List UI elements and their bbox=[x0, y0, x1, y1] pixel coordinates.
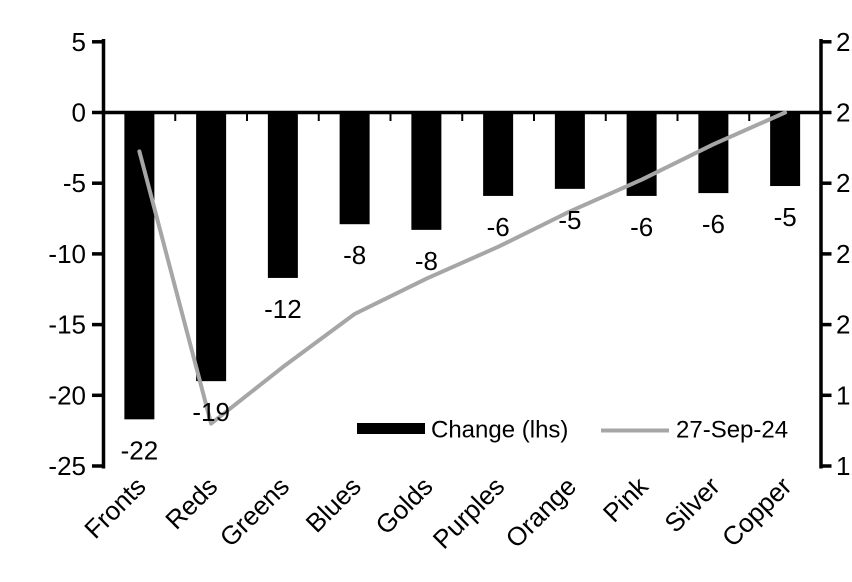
right-axis-tick-label: 2.60 bbox=[836, 98, 852, 128]
left-axis-tick-label: -25 bbox=[48, 451, 86, 481]
legend-label-date: 27-Sep-24 bbox=[676, 417, 788, 444]
right-axis-tick-label: 2.40 bbox=[836, 168, 852, 198]
right-axis-tick-label: 2.20 bbox=[836, 239, 852, 269]
left-axis-tick-label: -10 bbox=[48, 239, 86, 269]
right-axis-tick-label: 1.60 bbox=[836, 451, 852, 481]
left-axis-tick-label: -15 bbox=[48, 310, 86, 340]
chart-canvas: 5 0 -5 -10 -15 -20 -25 2.80 2.60 2.40 2.20 2.00 1.80… bbox=[48, 27, 852, 555]
combo-chart-figure: 5 0 -5 -10 -15 -20 -25 2.80 2.60 2.40 2.20 2.00 1.80… bbox=[40, 16, 852, 566]
category-label-golds: Golds bbox=[369, 471, 438, 540]
left-axis-tick-label: 5 bbox=[72, 27, 86, 57]
bar-greens bbox=[267, 112, 298, 278]
legend-swatch-bar bbox=[357, 423, 425, 434]
left-axis-tick-label: 0 bbox=[72, 98, 86, 128]
bar-blues bbox=[339, 112, 370, 225]
bar-golds bbox=[411, 112, 442, 230]
bar-data-label: -12 bbox=[264, 294, 302, 324]
series-line-27-sep-24 bbox=[137, 110, 788, 426]
category-label-fronts: Fronts bbox=[78, 471, 151, 544]
category-label-silver: Silver bbox=[658, 471, 725, 538]
legend-label-change-lhs: Change (lhs) bbox=[431, 417, 568, 444]
category-label-copper: Copper bbox=[716, 471, 798, 553]
bar-data-label: -6 bbox=[702, 209, 725, 239]
category-label-purples: Purples bbox=[427, 471, 511, 555]
bar-data-label: -19 bbox=[192, 397, 230, 427]
bar-data-label: -8 bbox=[343, 240, 366, 270]
category-label-greens: Greens bbox=[214, 471, 296, 553]
category-label-pink: Pink bbox=[597, 470, 655, 528]
bar-reds bbox=[196, 112, 227, 382]
right-axis-tick-label: 1.80 bbox=[836, 380, 852, 410]
category-label-reds: Reds bbox=[159, 471, 223, 535]
bar-data-label: -22 bbox=[121, 435, 159, 465]
category-label-orange: Orange bbox=[500, 471, 583, 554]
bar-data-label: -6 bbox=[630, 212, 653, 242]
right-axis-tick-label: 2.00 bbox=[836, 310, 852, 340]
bar-data-label: -6 bbox=[487, 212, 510, 242]
bar-data-label: -8 bbox=[415, 246, 438, 276]
bar-data-label: -5 bbox=[558, 205, 581, 235]
bar-silver bbox=[698, 112, 729, 194]
bar-data-label: -5 bbox=[774, 202, 797, 232]
bar-orange bbox=[554, 112, 585, 189]
left-axis-tick-label: -20 bbox=[48, 380, 86, 410]
bar-purples bbox=[483, 112, 514, 196]
left-axis-tick-label: -5 bbox=[63, 168, 86, 198]
category-label-blues: Blues bbox=[300, 471, 367, 538]
bar-fronts bbox=[124, 112, 155, 420]
right-axis-tick-label: 2.80 bbox=[836, 27, 852, 57]
bar-copper bbox=[770, 112, 801, 187]
